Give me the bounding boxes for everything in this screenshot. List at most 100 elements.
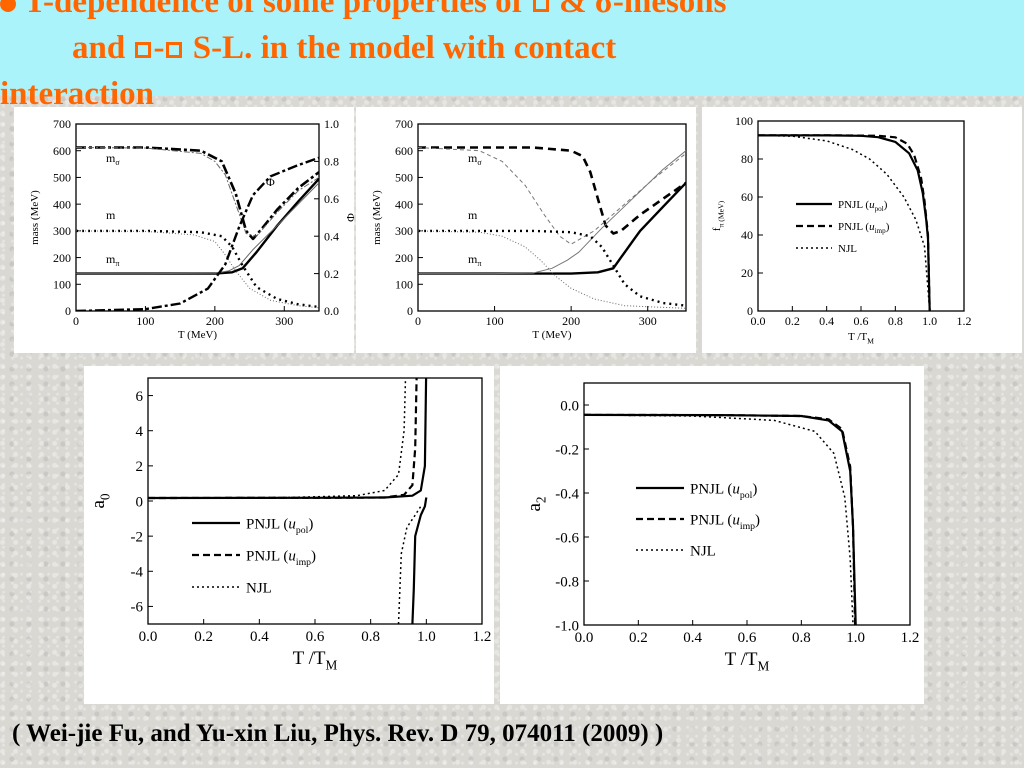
x-axis-label: T (MeV) bbox=[532, 329, 572, 341]
x-tick-label: 1.2 bbox=[473, 629, 492, 645]
series-annotation: m bbox=[468, 208, 478, 222]
legend-label-2: NJL bbox=[838, 243, 857, 255]
x-axis-label: T /TM bbox=[725, 649, 770, 674]
y-tick-label: 100 bbox=[395, 277, 413, 291]
x-tick-label: 0.4 bbox=[250, 629, 269, 645]
series-annotation: mπ bbox=[468, 252, 481, 268]
series-line-1 bbox=[584, 413, 857, 625]
series-line-0 bbox=[76, 146, 319, 241]
y-tick-label: 300 bbox=[53, 224, 71, 238]
y-tick-label: 200 bbox=[53, 251, 71, 265]
y-tick-label: -0.6 bbox=[555, 530, 579, 546]
x-tick-label: 1.0 bbox=[417, 629, 436, 645]
title-line-2-end: S-L. in the model with contact bbox=[192, 30, 617, 66]
title-line-1-mid: & bbox=[559, 0, 587, 20]
citation: ( Wei-jie Fu, and Yu-xin Liu, Phys. Rev.… bbox=[12, 720, 664, 747]
legend-label-1: PNJL (uimp) bbox=[690, 512, 760, 532]
y-tick-label: -0.8 bbox=[555, 574, 579, 590]
a0-chart: 0.0 0.2 0.4 0.6 0.8 1.0 1.2 -6 -4 -2 0 2 4 6 T /TM a0 PN… bbox=[88, 377, 492, 673]
series-line-6 bbox=[76, 156, 319, 311]
y-tick-label: 6 bbox=[136, 389, 144, 405]
y-tick-label: -0.2 bbox=[555, 442, 579, 458]
y2-tick-label: 0.0 bbox=[324, 304, 339, 318]
x-axis-label: T (MeV) bbox=[178, 329, 218, 341]
title-line-2: and - S-L. in the model with contact bbox=[72, 30, 617, 66]
plot-frame bbox=[757, 120, 965, 312]
y-tick-label: -4 bbox=[131, 565, 144, 581]
series-line-2 bbox=[418, 181, 686, 275]
series-annotation: mσ bbox=[106, 151, 120, 167]
sigma-symbol: σ bbox=[594, 0, 613, 20]
title-line-3: interaction bbox=[0, 76, 154, 112]
x-tick-label: 0.2 bbox=[194, 629, 213, 645]
a2-chart: 0.0 0.2 0.4 0.6 0.8 1.0 1.2 -1.0 -0.8 -0.6 -0.4 -0.… bbox=[524, 382, 920, 674]
series-line-5 bbox=[418, 230, 686, 309]
series-line-0 bbox=[418, 146, 686, 235]
x-tick-label: 200 bbox=[562, 314, 580, 328]
legend-label-1: PNJL (uimp) bbox=[838, 221, 890, 235]
y-tick-label: 0 bbox=[747, 304, 753, 318]
series-line-1 bbox=[76, 147, 319, 237]
missing-glyph-box-icon bbox=[532, 0, 549, 13]
x-tick-label: 0 bbox=[73, 314, 79, 328]
y-tick-label: 200 bbox=[395, 251, 413, 265]
x-tick-label: 0.0 bbox=[751, 314, 766, 328]
x-tick-label: 0.2 bbox=[785, 314, 800, 328]
x-tick-label: 1.0 bbox=[922, 314, 937, 328]
series-line-2 bbox=[758, 134, 931, 311]
series-line-3 bbox=[76, 182, 319, 275]
legend-label-0: PNJL (upol) bbox=[838, 199, 888, 213]
bullet-icon bbox=[0, 0, 16, 13]
x-tick-label: 0.6 bbox=[306, 629, 325, 645]
y-tick-label: 80 bbox=[741, 152, 753, 166]
y-tick-label: 600 bbox=[53, 144, 71, 158]
legend-label-0: PNJL (upol) bbox=[690, 481, 757, 501]
y2-axis-label: Φ bbox=[344, 213, 354, 222]
x-tick-label: 1.0 bbox=[846, 630, 865, 646]
y-tick-label: 0 bbox=[65, 304, 71, 318]
x-axis-label: T /TM bbox=[848, 331, 874, 345]
y2-tick-label: 0.2 bbox=[324, 267, 339, 281]
y-tick-label: 2 bbox=[136, 459, 144, 475]
y-tick-label: 100 bbox=[735, 114, 753, 128]
y-axis-label: a0 bbox=[88, 493, 113, 508]
y-tick-label: 500 bbox=[395, 171, 413, 185]
y-tick-label: 700 bbox=[395, 117, 413, 131]
y-tick-label: 400 bbox=[395, 197, 413, 211]
y2-tick-label: 1.0 bbox=[324, 117, 339, 131]
x-tick-label: 100 bbox=[136, 314, 154, 328]
plot-frame bbox=[583, 382, 911, 626]
f-pi-chart: 0.0 0.2 0.4 0.6 0.8 1.0 1.2 0 20 40 60 80 100 T /TM fπ… bbox=[711, 114, 972, 345]
x-tick-label: 0.2 bbox=[629, 630, 648, 646]
y-tick-label: 60 bbox=[741, 190, 753, 204]
chart-panel-3: 0.0 0.2 0.4 0.6 0.8 1.0 1.2 0 20 40 60 80 100 T /TM fπ… bbox=[702, 107, 1022, 353]
series-line-1 bbox=[758, 134, 931, 311]
y-axis-label: fπ (MeV) bbox=[711, 200, 725, 231]
y-tick-label: -6 bbox=[131, 600, 144, 616]
x-tick-label: 0 bbox=[415, 314, 421, 328]
y-tick-label: 600 bbox=[395, 144, 413, 158]
legend-label-2: NJL bbox=[246, 580, 272, 596]
y-tick-label: 20 bbox=[741, 266, 753, 280]
title-line-1-text: T-dependence of some properties of bbox=[24, 0, 523, 20]
series-line-3 bbox=[418, 150, 686, 275]
series-annotation: m bbox=[106, 208, 116, 222]
series-line-4 bbox=[418, 229, 686, 307]
series-line-5 bbox=[76, 230, 319, 309]
y-tick-label: 0.0 bbox=[560, 398, 579, 414]
x-tick-label: 0.4 bbox=[819, 314, 834, 328]
plot-frame bbox=[75, 123, 320, 312]
title-line-1-end: -mesons bbox=[612, 0, 727, 20]
legend-label-0: PNJL (upol) bbox=[246, 516, 313, 536]
x-tick-label: 0.0 bbox=[139, 629, 158, 645]
y-tick-label: -2 bbox=[131, 529, 144, 545]
title-line-1: T-dependence of some properties of & σ-m… bbox=[0, 0, 727, 26]
series-line-2 bbox=[148, 378, 418, 500]
y-tick-label: -0.4 bbox=[555, 486, 579, 502]
mass-chart: 0 100 200 300 0 100 200 300 400 500 600 700 T (MeV) m… bbox=[371, 117, 687, 341]
x-tick-label: 1.2 bbox=[901, 630, 920, 646]
x-tick-label: 0.8 bbox=[361, 629, 380, 645]
y-tick-label: 400 bbox=[53, 197, 71, 211]
chart-panel-5: 0.0 0.2 0.4 0.6 0.8 1.0 1.2 -1.0 -0.8 -0.6 -0.4 -0.… bbox=[500, 366, 924, 704]
y-tick-label: 4 bbox=[136, 424, 144, 440]
